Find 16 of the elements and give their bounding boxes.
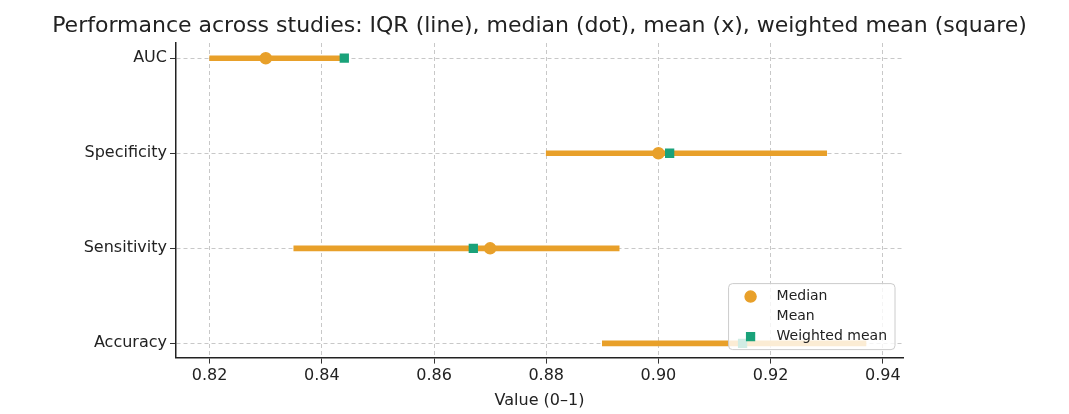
y-tick-label: Accuracy (93, 332, 167, 352)
x-tick-label: 0.94 (864, 365, 901, 385)
y-tick-label: Specificity (84, 142, 167, 162)
text: Mean (776, 307, 815, 324)
x-tick-label: 0.82 (191, 365, 228, 385)
y-tick-label: Sensitivity (83, 237, 167, 257)
x-tick-label: 0.86 (416, 365, 452, 385)
x-axis-title: Value (0–1) (494, 389, 585, 409)
x-tick-label: 0.92 (752, 365, 789, 385)
legend-label: Median (776, 287, 828, 304)
x-tick-label: 0.88 (528, 365, 565, 385)
x-tick-label: 0.84 (304, 365, 340, 385)
chart-title: Performance across studies: IQR (line), median (dot), mean (x), weighted mean (square) (52, 11, 1027, 37)
x-tick-label: 0.90 (640, 365, 677, 385)
y-tick-label: AUC (133, 47, 167, 67)
legend-label: Weighted mean (776, 327, 888, 344)
